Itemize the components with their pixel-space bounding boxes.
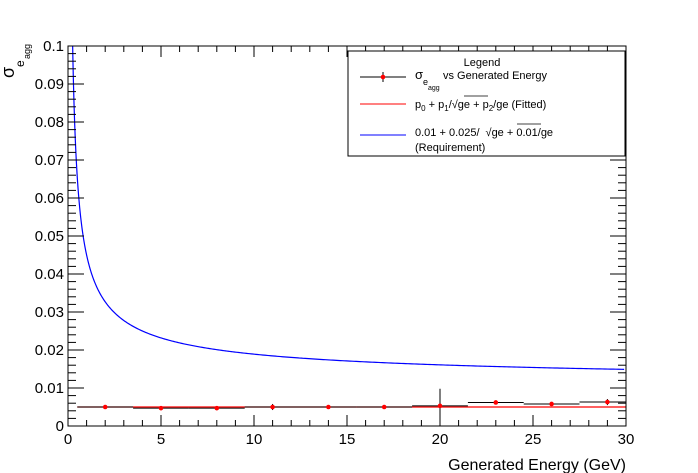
data-point-marker [493,400,499,405]
legend-entry-data-sigma: σ [415,67,423,82]
data-point [77,404,134,410]
x-tick-label: 10 [246,431,263,448]
data-point-marker [437,403,443,409]
y-axis-label-subsub: agg [22,44,32,59]
data-point-marker [214,405,220,411]
y-tick-label: 0.09 [35,76,64,93]
data-point-marker [605,399,610,405]
data-point [356,404,413,410]
data-point [188,405,245,411]
data-point-marker [102,404,108,410]
y-tick-label: 0.1 [43,38,64,55]
data-point-marker [381,404,387,410]
x-axis-label: Generated Energy (GeV) [448,457,626,473]
legend-swatch-data-marker [380,74,386,80]
data-point-marker [326,404,331,410]
y-tick-label: 0.01 [35,380,64,397]
legend-title: Legend [464,57,501,69]
y-tick-label: 0.03 [35,304,64,321]
data-point [467,400,524,405]
y-axis-label-sub: e [13,60,27,67]
legend-entry-fit: p0 + p1/√ge + p2/ge (Fitted) [360,95,546,113]
data-point [523,401,580,407]
x-tick-label: 20 [432,431,449,448]
legend-entry-data: σ e agg vs Generated Energy [360,67,547,92]
y-tick-label: 0.02 [35,342,64,359]
data-point [244,403,301,411]
data-point-marker [270,404,275,410]
y-tick-label: 0.04 [35,266,64,283]
legend-entry-requirement-note: (Requirement) [415,142,485,154]
legend: Legend σ e agg vs Generated Energy p0 + … [347,50,626,157]
legend-entry-data-subsub: agg [428,85,440,92]
data-point-marker [549,401,554,407]
x-tick-label: 30 [618,431,635,448]
x-tick-label: 25 [525,431,542,448]
legend-entry-requirement-label: 0.01 + 0.025/√ge + 0.01/ge [415,127,553,139]
y-tick-label: 0.05 [35,228,64,245]
x-tick-label: 5 [157,431,165,448]
y-axis-label-main: σ [0,67,18,78]
legend-entry-requirement: 0.01 + 0.025/√ge + 0.01/ge (Requirement) [360,123,553,154]
legend-entry-data-text: vs Generated Energy [443,70,547,82]
y-tick-label: 0.06 [35,190,64,207]
data-point [133,405,189,411]
legend-entry-data-sub: e [423,77,428,87]
axis-layer: 0 5 10 15 20 25 30 0 0.01 0.02 0.03 0.04 0.05 0.06 0.0… [35,38,635,448]
requirement-curve [72,46,625,370]
y-tick-label: 0.07 [35,152,64,169]
y-tick-label: 0 [56,418,64,435]
data-point-marker [158,405,164,411]
x-tick-label: 15 [339,431,356,448]
y-axis-label: σ e agg [0,44,32,78]
x-tick-label: 0 [64,431,72,448]
legend-entry-fit-label: p0 + p1/√ge + p2/ge (Fitted) [415,99,546,113]
y-tick-label: 0.08 [35,114,64,131]
data-point [300,404,357,410]
